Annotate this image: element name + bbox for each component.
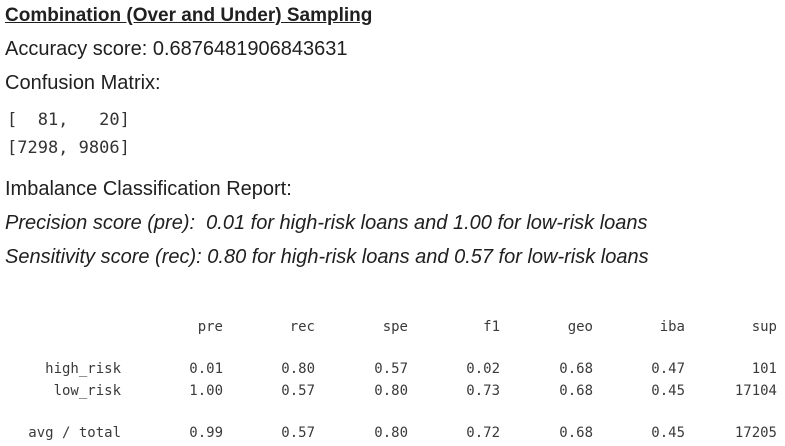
confusion-matrix-row-1: [ 81, 20] <box>7 110 130 130</box>
report-cell: 0.01 <box>189 361 223 377</box>
report-cell: 0.73 <box>466 383 500 399</box>
accuracy-score: Accuracy score: 0.6876481906843631 <box>5 38 348 60</box>
report-cell: 0.45 <box>651 383 685 399</box>
report-cell: 0.80 <box>374 425 408 441</box>
report-cell: 0.47 <box>651 361 685 377</box>
confusion-matrix-row-2: [7298, 9806] <box>7 138 130 158</box>
report-cell: 0.80 <box>281 361 315 377</box>
report-header-geo: geo <box>567 319 593 335</box>
report-cell: 17104 <box>734 383 777 399</box>
report-header-pre: pre <box>197 319 223 335</box>
report-cell: 101 <box>751 361 777 377</box>
report-header-rec: rec <box>289 319 315 335</box>
report-cell: 0.45 <box>651 425 685 441</box>
report-cell: 17205 <box>734 425 777 441</box>
report-cell: 0.80 <box>374 383 408 399</box>
report-header-f1: f1 <box>483 319 500 335</box>
section-title: Combination (Over and Under) Sampling <box>5 5 373 26</box>
report-header-sup: sup <box>751 319 777 335</box>
report-label: Imbalance Classification Report: <box>5 178 292 200</box>
report-header-spe: spe <box>382 319 408 335</box>
report-cell: 0.99 <box>189 425 223 441</box>
precision-summary: Precision score (pre): 0.01 for high-ris… <box>5 212 648 234</box>
report-cell: 1.00 <box>189 383 223 399</box>
report-cell: 0.68 <box>559 361 593 377</box>
report-row-label-low-risk: low_risk <box>53 383 121 399</box>
sensitivity-summary: Sensitivity score (rec): 0.80 for high-r… <box>5 246 649 268</box>
report-cell: 0.57 <box>281 425 315 441</box>
confusion-matrix-label: Confusion Matrix: <box>5 72 161 94</box>
report-cell: 0.72 <box>466 425 500 441</box>
report-cell: 0.57 <box>374 361 408 377</box>
report-cell: 0.68 <box>559 383 593 399</box>
report-cell: 0.02 <box>466 361 500 377</box>
report-cell: 0.68 <box>559 425 593 441</box>
report-header-iba: iba <box>659 319 685 335</box>
report-cell: 0.57 <box>281 383 315 399</box>
report-row-label-high-risk: high_risk <box>45 361 121 377</box>
report-row-label-avg-total: avg / total <box>28 425 121 441</box>
